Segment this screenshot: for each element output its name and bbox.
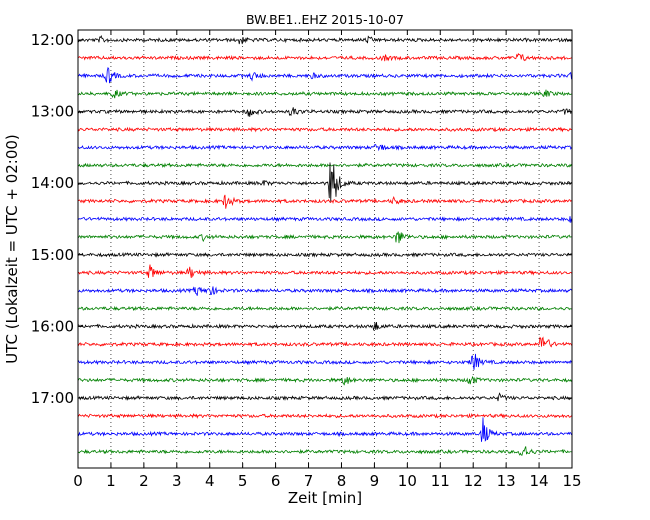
x-tick-label: 0 [73,472,83,490]
seismic-trace [77,107,572,117]
x-tick-label: 10 [398,472,417,490]
seismic-trace [77,446,572,456]
seismic-trace [77,322,572,331]
x-tick-label: 9 [370,472,380,490]
seismic-trace [77,89,572,99]
seismic-trace [77,336,572,348]
y-tick-label: 17:00 [31,389,74,407]
x-tick-label: 11 [431,472,450,490]
seismic-trace [77,417,572,442]
plot-frame [77,29,573,469]
x-tick-label: 14 [530,472,549,490]
seismic-trace [77,353,572,370]
seismic-trace [77,143,572,152]
x-axis: 0 1 2 3 4 5 6 7 8 9 10 11 12 13 14 15 [73,30,582,490]
seismic-trace [77,162,572,169]
seismic-trace [77,375,572,386]
seismic-trace [77,216,572,223]
seismic-trace [77,286,572,296]
y-tick-label: 12:00 [31,31,74,49]
trace-group [77,34,572,456]
y-axis: 12:00 13:00 14:00 15:00 16:00 17:00 [31,31,572,407]
x-tick-label: 3 [172,472,182,490]
x-tick-label: 15 [562,472,581,490]
x-tick-label: 5 [238,472,248,490]
seismic-trace [77,34,572,45]
y-axis-label: UTC (Lokalzeit = UTC + 02:00) [3,134,21,364]
seismic-trace [77,251,572,258]
x-tick-label: 1 [106,472,116,490]
x-tick-label: 2 [139,472,149,490]
x-tick-label: 7 [304,472,314,490]
chart-title: BW.BE1..EHZ 2015-10-07 [246,12,404,27]
y-tick-label: 13:00 [31,103,74,121]
seismic-trace [77,392,572,402]
seismic-trace [77,126,572,133]
seismic-trace [77,66,572,84]
x-tick-label: 8 [337,472,347,490]
seismic-trace [77,52,572,62]
seismic-trace [77,412,572,420]
x-tick-label: 4 [205,472,215,490]
y-tick-label: 14:00 [31,174,74,192]
seismic-trace [77,305,572,312]
seismic-trace [77,231,572,244]
x-tick-label: 12 [464,472,483,490]
seismic-trace [77,264,572,278]
x-tick-label: 6 [271,472,281,490]
x-axis-label: Zeit [min] [288,489,362,507]
y-tick-label: 16:00 [31,317,74,335]
seismic-trace [77,194,572,209]
seismic-trace [77,162,572,203]
y-tick-label: 15:00 [31,246,74,264]
vertical-grid [110,30,540,468]
x-tick-label: 13 [497,472,516,490]
